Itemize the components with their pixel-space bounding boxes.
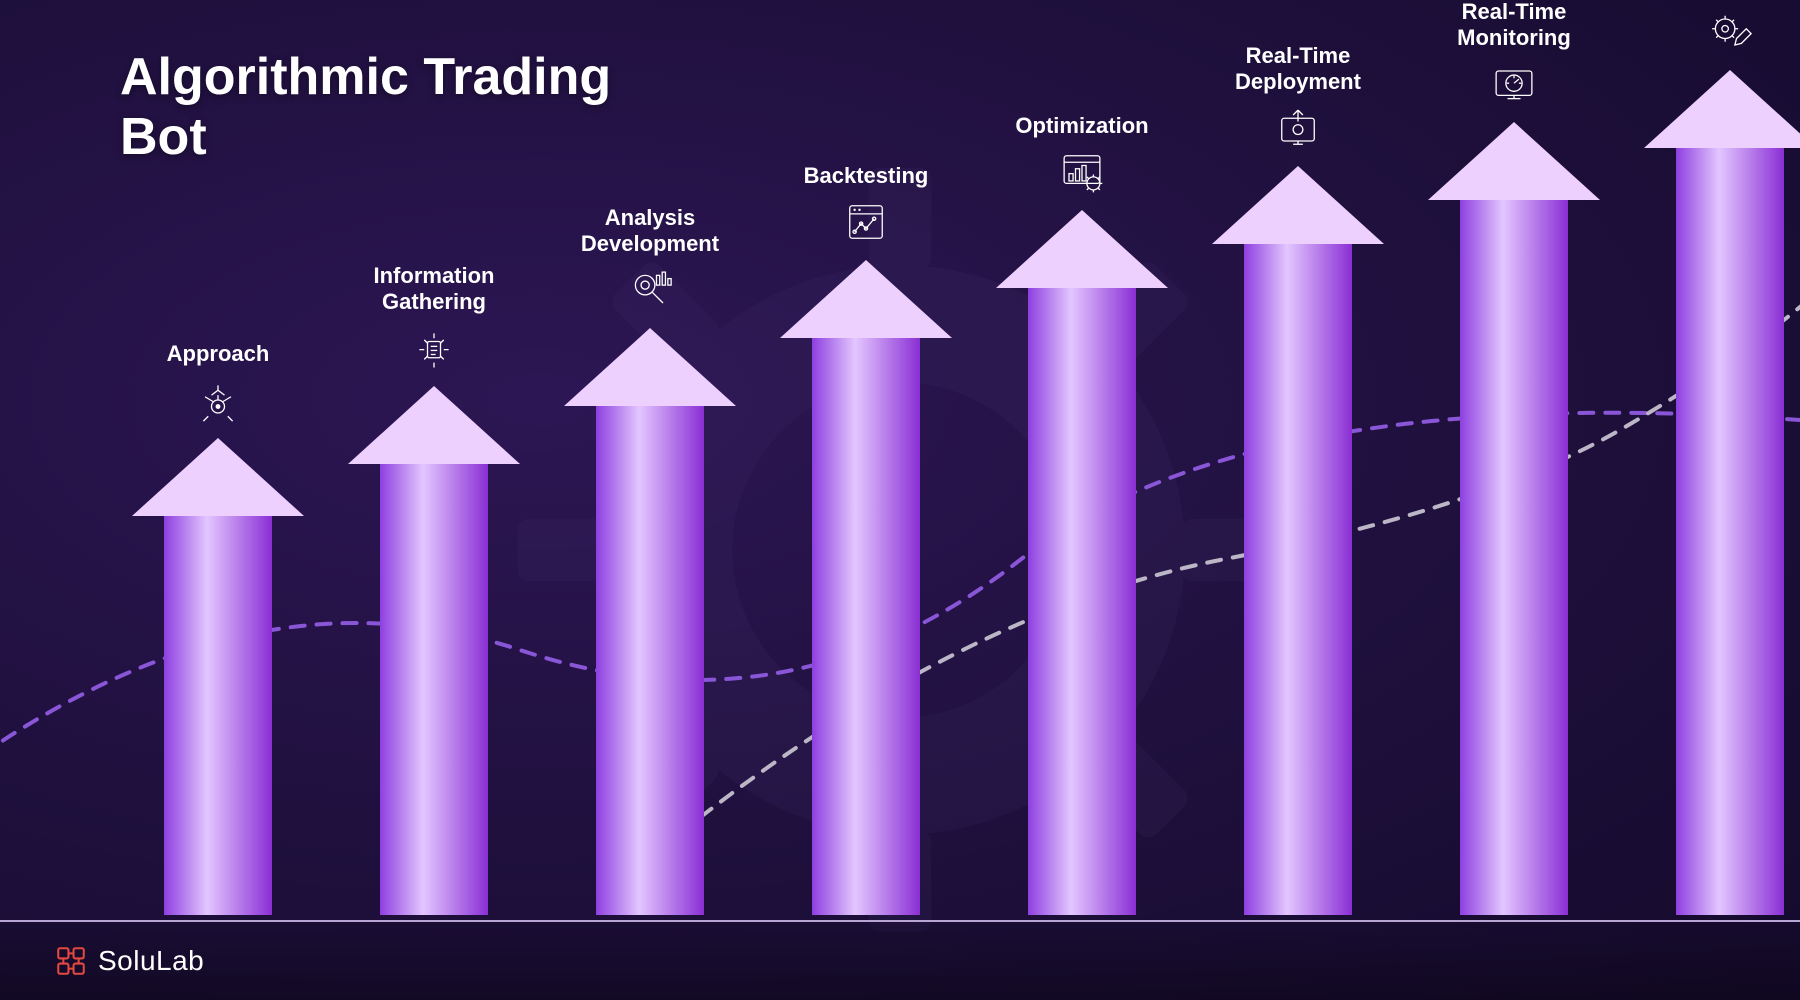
brand-name: SoluLab [98,945,204,977]
step-column: Real-Time Deployment [1212,43,1384,915]
footer-bar: SoluLab [0,920,1800,1000]
arrow-head [132,438,304,516]
info-icon [408,322,460,385]
arrow-head [1212,166,1384,244]
step-column: Optimization [996,113,1168,915]
arrow-shape [1028,287,1136,915]
arrows-row: Approach Information Gathering Analysis De… [0,15,1800,915]
modify-icon [1704,6,1756,69]
arrow-head [1428,122,1600,200]
step-column: Analysis Development [564,205,736,915]
step-column: Real-Time Monitoring [1428,0,1600,915]
infographic-canvas: Algorithmic Trading Bot ApproachInformat… [0,0,1800,1000]
step-column: Backtesting [780,163,952,915]
arrow-shaft [1028,287,1136,915]
step-column: Modification [1644,0,1800,915]
arrow-shape [164,515,272,915]
approach-icon [192,374,244,437]
monitor-icon [1488,58,1540,121]
arrow-shaft [1244,243,1352,915]
arrow-shaft [812,337,920,915]
step-label: Real-Time Deployment [1235,43,1361,94]
arrow-head [996,210,1168,288]
step-label: Backtesting [804,163,929,188]
arrow-head [780,260,952,338]
arrow-shaft [596,405,704,915]
arrow-shape [596,405,704,915]
arrow-shaft [1676,147,1784,915]
arrow-shaft [380,463,488,915]
arrow-head [1644,70,1800,148]
arrow-head [348,386,520,464]
step-label: Approach [167,341,270,366]
arrow-shape [1460,199,1568,915]
arrow-head [564,328,736,406]
step-label: Optimization [1015,113,1148,138]
arrow-shaft [164,515,272,915]
deploy-icon [1272,102,1324,165]
step-label: Information Gathering [374,263,495,314]
backtest-icon [840,196,892,259]
arrow-shape [380,463,488,915]
arrow-shape [812,337,920,915]
step-column: Approach [132,341,304,915]
arrow-shape [1676,147,1784,915]
analysis-icon [624,264,676,327]
step-column: Information Gathering [348,263,520,915]
step-label: Real-Time Monitoring [1457,0,1571,50]
solulab-logo-icon [54,944,88,978]
arrow-shape [1244,243,1352,915]
arrow-shaft [1460,199,1568,915]
optimize-icon [1056,146,1108,209]
step-label: Analysis Development [581,205,719,256]
brand-logo: SoluLab [54,944,204,978]
